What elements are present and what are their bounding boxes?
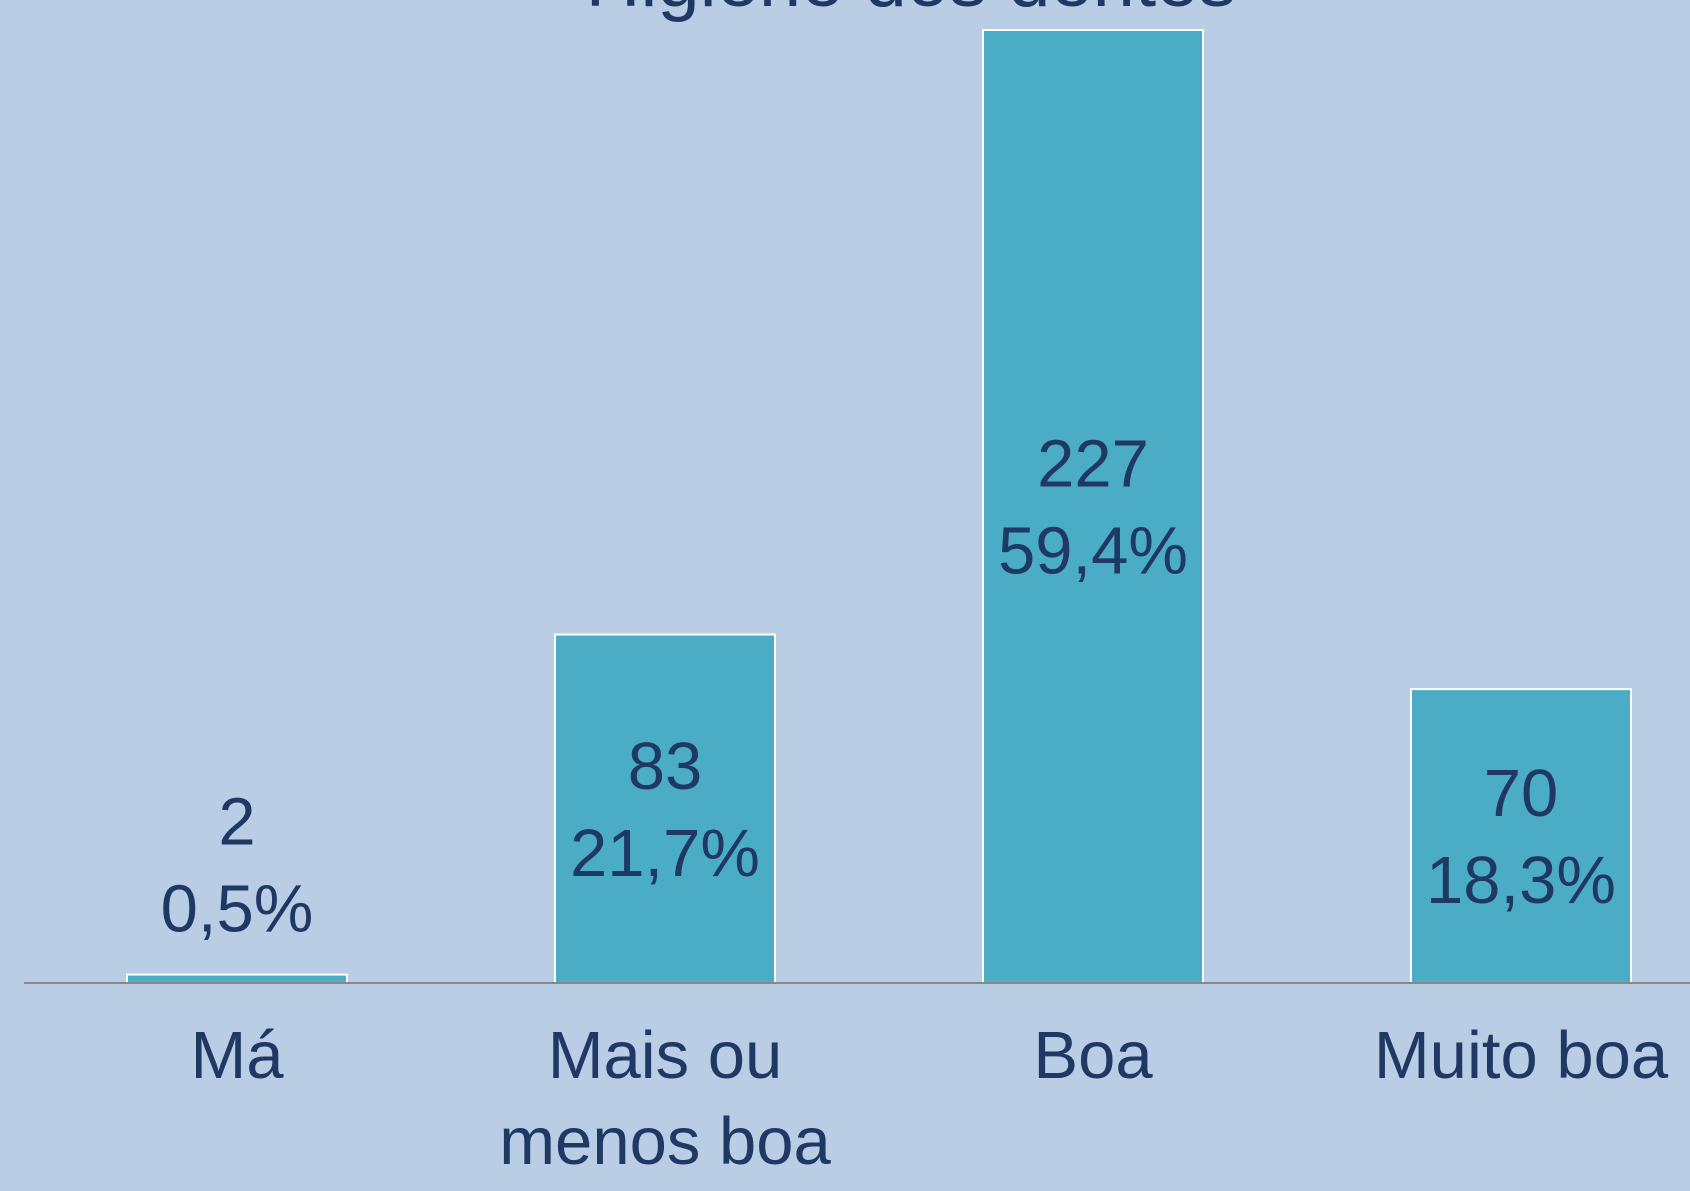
bar — [554, 633, 776, 984]
bar — [1410, 688, 1632, 984]
value-label: 2 — [218, 785, 255, 860]
x-tick-label: Má — [190, 1018, 284, 1093]
value-label: 227 — [1037, 427, 1149, 502]
x-tick-label: Boa — [1033, 1018, 1153, 1093]
bar — [126, 973, 348, 984]
bar — [982, 29, 1204, 984]
value-label: 70 — [1484, 756, 1559, 831]
percent-label: 59,4% — [998, 514, 1188, 589]
percent-label: 21,7% — [570, 816, 760, 891]
percent-label: 18,3% — [1426, 843, 1616, 918]
percent-label: 0,5% — [161, 872, 314, 947]
value-label: 83 — [628, 729, 703, 804]
chart-title: Higiene dos dentes — [586, 0, 1237, 23]
x-tick-label: Mais ou menos boa — [499, 1018, 831, 1179]
x-tick-label: Muito boa — [1373, 1018, 1669, 1093]
